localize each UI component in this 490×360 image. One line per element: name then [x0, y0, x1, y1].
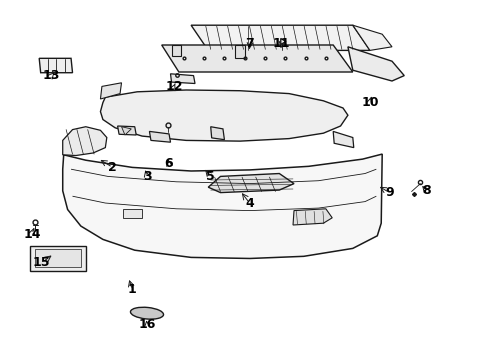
- Polygon shape: [100, 90, 348, 141]
- Text: 16: 16: [138, 318, 156, 331]
- Text: 6: 6: [165, 157, 173, 170]
- Text: 3: 3: [143, 170, 151, 183]
- Polygon shape: [122, 127, 131, 135]
- Polygon shape: [235, 45, 245, 58]
- Text: 11: 11: [273, 37, 291, 50]
- Text: 8: 8: [422, 184, 431, 197]
- Polygon shape: [30, 246, 86, 271]
- Text: 4: 4: [245, 197, 254, 210]
- Polygon shape: [172, 45, 181, 56]
- Polygon shape: [118, 126, 136, 135]
- Text: 15: 15: [33, 256, 50, 269]
- Text: 10: 10: [361, 96, 379, 109]
- Polygon shape: [191, 25, 370, 50]
- Polygon shape: [63, 127, 107, 156]
- Polygon shape: [63, 154, 382, 258]
- Polygon shape: [348, 47, 404, 81]
- Polygon shape: [149, 131, 171, 142]
- Polygon shape: [208, 174, 294, 193]
- Polygon shape: [171, 74, 195, 84]
- Text: 1: 1: [128, 283, 137, 296]
- Polygon shape: [35, 249, 81, 267]
- Text: 5: 5: [206, 170, 215, 183]
- Polygon shape: [162, 45, 353, 72]
- Polygon shape: [211, 127, 224, 140]
- Text: 9: 9: [385, 186, 394, 199]
- Text: 13: 13: [43, 69, 60, 82]
- Polygon shape: [333, 131, 354, 148]
- Polygon shape: [100, 83, 122, 99]
- Text: 7: 7: [245, 37, 254, 50]
- Polygon shape: [293, 209, 332, 225]
- Text: 12: 12: [165, 80, 183, 93]
- Polygon shape: [353, 25, 392, 50]
- Text: 14: 14: [23, 228, 41, 240]
- Polygon shape: [122, 209, 142, 218]
- Text: 2: 2: [108, 161, 117, 174]
- Ellipse shape: [130, 307, 164, 319]
- Polygon shape: [39, 58, 73, 73]
